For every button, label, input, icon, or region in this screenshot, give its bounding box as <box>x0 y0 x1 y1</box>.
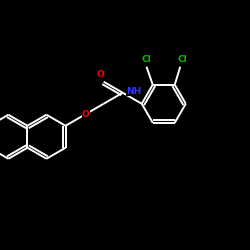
Text: O: O <box>97 70 104 79</box>
Text: Cl: Cl <box>178 55 188 64</box>
Text: Cl: Cl <box>142 55 152 64</box>
Text: NH: NH <box>126 87 142 96</box>
Text: O: O <box>82 110 90 119</box>
